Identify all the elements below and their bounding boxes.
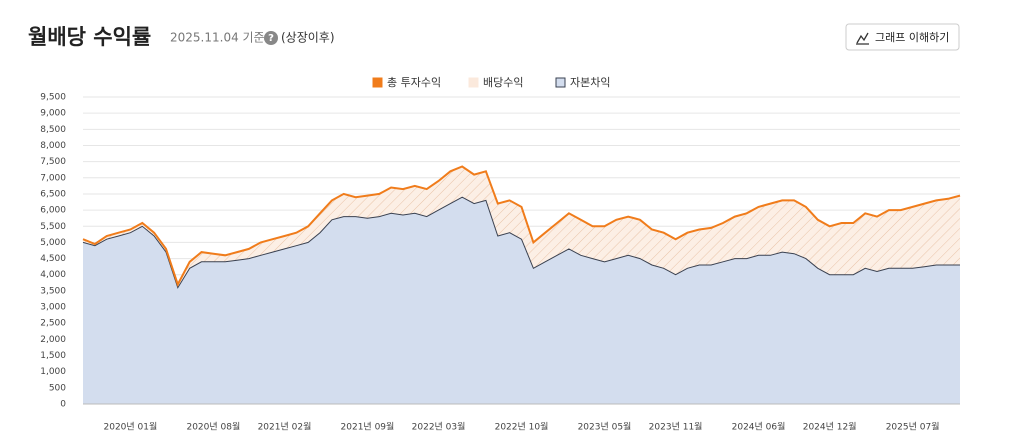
date: 2025.11.04 기준 — [170, 31, 265, 45]
y-tick-label: 3,000 — [40, 303, 66, 313]
y-tick-label: 7,500 — [40, 157, 66, 167]
y-tick-label: 4,000 — [40, 270, 66, 280]
help-mark: ? — [268, 33, 274, 44]
y-tick-label: 8,000 — [40, 141, 66, 151]
y-tick-label: 8,500 — [40, 125, 66, 135]
y-tick-label: 500 — [49, 383, 66, 393]
x-tick-label: 2023년 05월 — [578, 421, 632, 433]
x-tick-label: 2023년 11월 — [649, 421, 703, 433]
legend-label: 총 투자수익 — [387, 76, 441, 89]
title: 월배당 수익률 — [28, 25, 151, 49]
button-icon — [856, 32, 869, 45]
y-tick-label: 2,500 — [40, 319, 66, 329]
button-label: 그래프 이해하기 — [875, 30, 949, 44]
y-tick-label: 1,000 — [40, 367, 66, 377]
y-tick-label: 6,000 — [40, 206, 66, 216]
note: (상장이후) — [281, 31, 335, 45]
legend-swatch — [555, 77, 566, 88]
dividend-band — [83, 166, 960, 288]
y-tick-label: 3,500 — [40, 286, 66, 296]
button[interactable] — [845, 23, 960, 51]
y-tick-label: 9,500 — [40, 93, 66, 103]
total-line — [82, 165, 961, 287]
legend-swatch — [468, 77, 479, 88]
legend-label: 자본차익 — [570, 76, 610, 89]
capital-area — [83, 197, 960, 404]
y-tick-label: 7,000 — [40, 173, 66, 183]
y-tick-label: 1,500 — [40, 351, 66, 361]
capital-line — [82, 196, 960, 289]
y-tick-label: 6,500 — [40, 189, 66, 199]
x-tick-label: 2020년 08월 — [186, 421, 240, 433]
x-tick-label: 2025년 07월 — [886, 421, 940, 433]
help-icon[interactable] — [264, 31, 278, 45]
x-tick-label: 2022년 10월 — [495, 421, 549, 433]
x-tick-label: 2021년 09월 — [341, 421, 395, 433]
x-tick-label: 2024년 06월 — [732, 421, 786, 433]
legend: 총 투자수익 배당수익 자본차익 — [372, 76, 610, 89]
y-tick-label: 5,500 — [40, 222, 66, 232]
y-tick-label: 5,000 — [40, 238, 66, 248]
x-tick-label: 2022년 03월 — [412, 421, 466, 433]
y-tick-label: 0 — [60, 400, 66, 410]
x-tick-label: 2020년 01월 — [104, 421, 158, 433]
y-tick-label: 4,500 — [40, 254, 66, 264]
x-tick-label: 2024년 12월 — [803, 421, 857, 433]
legend-label: 배당수익 — [483, 76, 523, 89]
legend-swatch — [372, 77, 383, 88]
x-tick-label: 2021년 02월 — [258, 421, 312, 433]
y-tick-label: 9,000 — [40, 109, 66, 119]
y-tick-label: 2,000 — [40, 335, 66, 345]
plot: 0 500 1,000 1,500 2,000 2,500 3,000 3,500 4,000 4… — [40, 93, 961, 433]
